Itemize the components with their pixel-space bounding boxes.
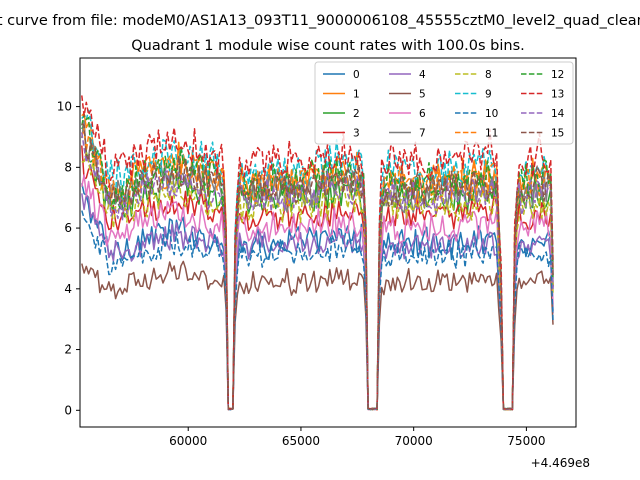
- y-axis: 0 2 4 6 8 10: [57, 100, 80, 417]
- x-offset-label: +4.469e8: [531, 456, 590, 470]
- legend-label-1: 1: [353, 89, 360, 101]
- legend-label-15: 15: [551, 128, 564, 140]
- y-tick-label: 6: [64, 221, 72, 235]
- series-layer: [81, 95, 554, 411]
- legend-label-12: 12: [551, 69, 564, 81]
- x-tick-label: 60000: [169, 434, 207, 448]
- x-tick-label: 65000: [282, 434, 320, 448]
- series-line-13: [81, 95, 554, 411]
- series-line-6: [81, 174, 554, 411]
- legend-label-5: 5: [419, 89, 426, 101]
- legend-label-2: 2: [353, 108, 360, 120]
- series-line-14: [81, 132, 554, 411]
- legend-label-4: 4: [419, 69, 426, 81]
- legend-label-11: 11: [485, 128, 498, 140]
- legend-box: [314, 61, 574, 145]
- series-line-10: [81, 210, 554, 411]
- suptitle: Light curve from file: modeM0/AS1A13_093…: [0, 13, 640, 29]
- legend-label-0: 0: [353, 69, 360, 81]
- series-line-15: [81, 123, 554, 411]
- series-line-7: [81, 120, 554, 411]
- y-tick-label: 2: [64, 343, 72, 357]
- legend-label-13: 13: [551, 89, 564, 101]
- series-line-4: [81, 193, 554, 411]
- legend-label-6: 6: [419, 108, 426, 120]
- y-tick-label: 8: [64, 160, 72, 174]
- x-tick-label: 75000: [507, 434, 545, 448]
- plot-frame: [79, 57, 577, 428]
- legend-label-14: 14: [551, 108, 565, 120]
- legend-label-8: 8: [485, 69, 492, 81]
- y-tick-label: 0: [64, 403, 72, 417]
- y-tick-label: 10: [57, 100, 72, 114]
- y-tick-label: 4: [64, 282, 72, 296]
- x-tick-label: 70000: [395, 434, 433, 448]
- legend-label-10: 10: [485, 108, 498, 120]
- legend-label-7: 7: [419, 128, 426, 140]
- legend-label-9: 9: [485, 89, 492, 101]
- x-axis: 60000 65000 70000 75000: [169, 427, 545, 448]
- series-line-5: [81, 260, 554, 411]
- legend-label-3: 3: [353, 128, 360, 140]
- series-line-0: [81, 183, 554, 411]
- chart-title: Quadrant 1 module wise count rates with …: [131, 38, 525, 54]
